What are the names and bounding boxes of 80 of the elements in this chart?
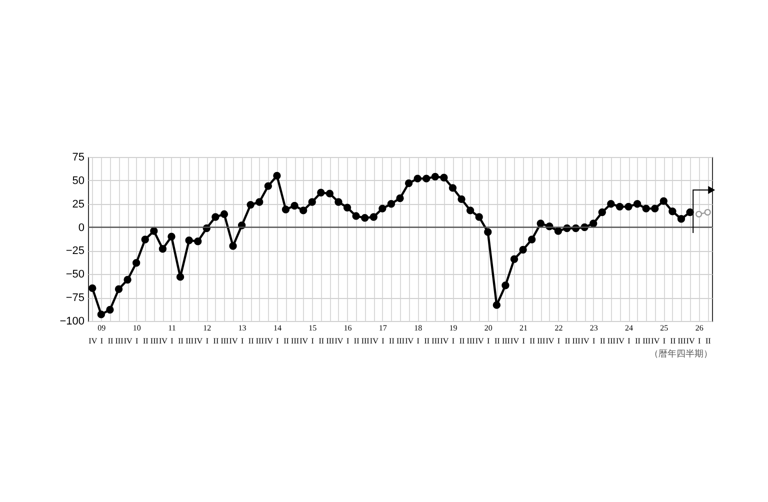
x-tick-label: II xyxy=(213,336,219,346)
y-tick-label: 25 xyxy=(72,198,84,210)
y-tick-label: 50 xyxy=(72,174,84,187)
x-tick-label: III xyxy=(432,336,440,346)
x-axis-title: （暦年四半期） xyxy=(650,348,712,358)
x-tick-label: II xyxy=(670,336,676,346)
x-tick-label: IV xyxy=(651,336,660,346)
x-tick-label: II xyxy=(284,336,290,346)
x-tick-label: 10 I xyxy=(132,324,141,346)
x-tick-label: III xyxy=(502,336,510,346)
x-tick-label: II xyxy=(564,336,570,346)
x-tick-label: 18 I xyxy=(414,324,422,346)
x-tick-label: II xyxy=(389,336,395,346)
x-tick-label: 14 I xyxy=(273,324,282,346)
x-tick-label: III xyxy=(361,336,370,346)
x-tick-label: 25 I xyxy=(660,324,668,346)
x-tick-label: II xyxy=(459,336,466,346)
x-tick-label: III xyxy=(396,336,405,346)
x-tick-label: IV xyxy=(510,336,520,346)
x-tick-label: IV xyxy=(370,336,379,346)
x-tick-label: IV xyxy=(229,336,238,346)
x-tick-label: IV xyxy=(194,336,203,346)
x-tick-label: II xyxy=(635,336,641,346)
x-tick-label: 17 I xyxy=(378,324,387,346)
x-tick-label: III xyxy=(642,336,651,346)
x-tick-label: II xyxy=(600,336,606,346)
x-tick-label: 13 I xyxy=(238,324,246,346)
x-tick-label: III xyxy=(186,336,194,346)
y-tick-label: −75 xyxy=(66,292,84,304)
x-tick-label: III xyxy=(326,336,335,346)
x-tick-label: IV xyxy=(88,336,98,346)
x-tick-label: II xyxy=(705,336,712,346)
x-tick-label: 26 I xyxy=(695,324,704,346)
x-tick-label: 22 I xyxy=(554,324,563,346)
x-tick-label: IV xyxy=(616,336,625,346)
x-tick-label: III xyxy=(466,336,476,346)
y-tick-label: 75 xyxy=(72,152,84,164)
x-tick-label: IV xyxy=(580,336,590,346)
y-tick-label: −25 xyxy=(66,245,84,258)
y-tick-label: 0 xyxy=(78,222,84,234)
x-tick-label: 21 I xyxy=(520,324,528,346)
x-tick-label: II xyxy=(424,336,430,346)
x-tick-label: III xyxy=(150,336,159,346)
x-tick-label: III xyxy=(678,336,686,346)
x-tick-label: II xyxy=(494,336,500,346)
x-tick-label: IV xyxy=(546,336,554,346)
x-tick-label: IV xyxy=(158,336,168,346)
x-tick-label: IV xyxy=(686,336,695,346)
x-tick-label: 16 I xyxy=(344,324,352,346)
x-tick-label: 15 I xyxy=(308,324,317,346)
x-tick-label: III xyxy=(220,336,230,346)
x-tick-label: IV xyxy=(300,336,308,346)
x-tick-label: IV xyxy=(475,336,484,346)
x-tick-label: 24 I xyxy=(625,324,634,346)
x-tick-label: II xyxy=(142,336,149,346)
x-tick-label: 19 I xyxy=(449,324,458,346)
x-tick-label: IV xyxy=(405,336,414,346)
x-tick-label: IV xyxy=(440,336,449,346)
x-tick-label: II xyxy=(354,336,360,346)
x-tick-label: 23 I xyxy=(590,324,598,346)
x-tick-label: III xyxy=(115,336,124,346)
x-tick-label: 09 I xyxy=(98,324,106,346)
x-tick-label: III xyxy=(572,336,581,346)
x-tick-label: II xyxy=(530,336,536,346)
x-tick-label: IV xyxy=(334,336,344,346)
x-tick-label: II xyxy=(108,336,114,346)
y-tick-label: −50 xyxy=(66,268,84,281)
x-tick-label: II xyxy=(248,336,254,346)
x-tick-label: III xyxy=(291,336,300,346)
y-tick-label: −100 xyxy=(60,316,84,328)
x-tick-label: II xyxy=(318,336,324,346)
x-tick-label: II xyxy=(178,336,184,346)
x-tick-label: 20 I xyxy=(484,324,492,346)
x-tick-label: III xyxy=(607,336,616,346)
x-tick-label: III xyxy=(537,336,546,346)
x-tick-label: 11 I xyxy=(168,324,176,346)
x-tick-label: 12 I xyxy=(203,324,212,346)
x-tick-label: III xyxy=(256,336,264,346)
x-tick-label: IV xyxy=(264,336,274,346)
x-tick-label: IV xyxy=(124,336,132,346)
